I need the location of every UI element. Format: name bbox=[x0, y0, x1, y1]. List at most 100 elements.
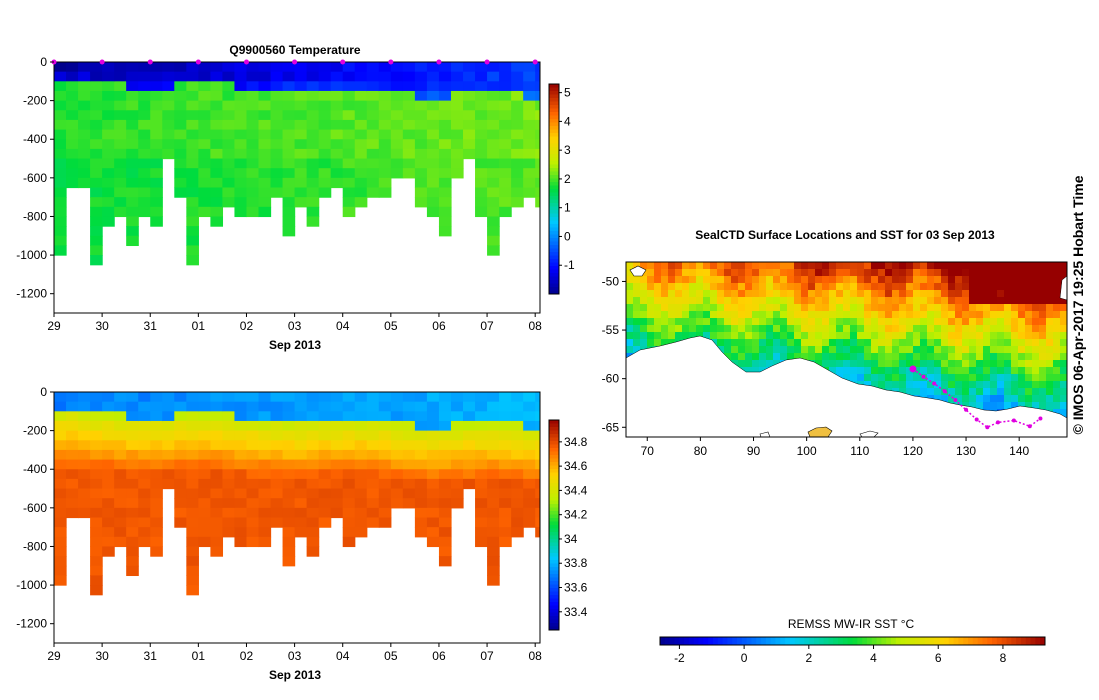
sst-cell bbox=[724, 339, 732, 347]
sst-cell bbox=[717, 346, 725, 354]
sst-cell bbox=[969, 311, 977, 319]
colorbar-segment bbox=[549, 241, 559, 246]
section-cell bbox=[402, 401, 416, 412]
section-cell bbox=[90, 517, 103, 528]
colorbar-segment bbox=[549, 283, 559, 288]
section-cell bbox=[499, 62, 512, 73]
section-cell bbox=[523, 478, 536, 490]
sst-cell bbox=[1004, 332, 1012, 340]
sst-cell bbox=[850, 353, 858, 361]
section-cell bbox=[342, 469, 356, 480]
sst-cell bbox=[1053, 276, 1061, 284]
section-cell bbox=[499, 449, 512, 461]
section-cell bbox=[234, 62, 248, 73]
sst-cell bbox=[766, 311, 774, 319]
sst-cell bbox=[661, 283, 669, 291]
temperature-title: Q9900560 Temperature bbox=[229, 43, 361, 57]
sst-cell bbox=[899, 346, 907, 354]
sst-cell bbox=[976, 297, 984, 305]
sst-cell bbox=[941, 374, 949, 382]
sst-cell bbox=[1039, 339, 1047, 347]
section-cell bbox=[378, 90, 392, 102]
colorbar-segment bbox=[549, 280, 559, 284]
section-cell bbox=[150, 459, 163, 470]
section-cell bbox=[354, 148, 368, 160]
colorbar-tick-label: 0 bbox=[741, 651, 748, 665]
section-cell bbox=[138, 536, 151, 548]
section-cell bbox=[487, 459, 500, 470]
sst-cell bbox=[822, 325, 830, 333]
sst-cell bbox=[780, 304, 788, 312]
section-cell bbox=[270, 90, 284, 102]
section-cell bbox=[463, 119, 476, 131]
section-cell bbox=[246, 71, 260, 82]
section-cell bbox=[438, 517, 452, 528]
sst-cell bbox=[752, 269, 760, 277]
section-cell bbox=[342, 129, 356, 140]
section-cell bbox=[463, 62, 476, 73]
section-cell bbox=[282, 469, 296, 480]
section-cell bbox=[414, 420, 428, 432]
section-cell bbox=[66, 440, 79, 451]
section-cell bbox=[511, 139, 524, 150]
sst-cell bbox=[899, 311, 907, 319]
section-cell bbox=[414, 430, 428, 441]
colorbar-segment bbox=[549, 451, 559, 456]
section-cell bbox=[523, 100, 536, 111]
track-point bbox=[942, 389, 947, 394]
sst-cell bbox=[787, 311, 795, 319]
sst-cell bbox=[1060, 353, 1067, 361]
section-cell bbox=[535, 119, 540, 131]
sst-cell bbox=[1039, 388, 1047, 396]
section-cell bbox=[511, 119, 524, 131]
track-point bbox=[921, 374, 926, 379]
sst-cell bbox=[913, 269, 921, 277]
sst-cell bbox=[1032, 360, 1040, 368]
sst-cell bbox=[787, 353, 795, 361]
sst-cell bbox=[766, 353, 774, 361]
sst-cell bbox=[815, 304, 823, 312]
section-cell bbox=[402, 129, 416, 140]
sst-cell bbox=[766, 325, 774, 333]
sst-cell bbox=[766, 346, 774, 354]
sst-cell bbox=[976, 283, 984, 291]
colorbar-segment bbox=[549, 525, 559, 529]
sst-cell bbox=[885, 381, 893, 389]
section-cell bbox=[222, 498, 236, 509]
sst-cell bbox=[787, 318, 795, 326]
section-cell bbox=[523, 177, 536, 189]
sst-cell bbox=[934, 360, 942, 368]
section-cell bbox=[306, 478, 320, 490]
section-cell bbox=[114, 177, 127, 189]
y-tick-label: -1200 bbox=[16, 617, 47, 631]
section-cell bbox=[499, 469, 512, 480]
sst-cell bbox=[717, 318, 725, 326]
section-cell bbox=[270, 449, 284, 461]
section-cell bbox=[318, 401, 332, 412]
sst-cell bbox=[1032, 318, 1040, 326]
sst-cell bbox=[885, 367, 893, 375]
section-cell bbox=[54, 245, 67, 256]
section-cell bbox=[246, 498, 260, 509]
sst-cell bbox=[920, 332, 928, 340]
section-cell bbox=[282, 507, 296, 519]
section-cell bbox=[426, 168, 440, 179]
section-cell bbox=[102, 517, 115, 528]
section-cell bbox=[222, 430, 236, 441]
section-cell bbox=[102, 420, 115, 432]
sst-cell bbox=[689, 269, 697, 277]
section-cell bbox=[306, 546, 320, 557]
section-cell bbox=[150, 469, 163, 480]
sst-cell bbox=[773, 339, 781, 347]
colorbar-segment bbox=[1025, 637, 1032, 645]
sst-cell bbox=[1032, 388, 1040, 396]
section-cell bbox=[523, 449, 536, 461]
section-cell bbox=[258, 168, 272, 179]
section-cell bbox=[402, 100, 416, 111]
sst-cell bbox=[1060, 297, 1067, 305]
section-cell bbox=[402, 158, 416, 169]
section-cell bbox=[258, 206, 272, 218]
section-cell bbox=[210, 71, 224, 82]
section-cell bbox=[463, 469, 476, 480]
section-cell bbox=[294, 187, 308, 198]
